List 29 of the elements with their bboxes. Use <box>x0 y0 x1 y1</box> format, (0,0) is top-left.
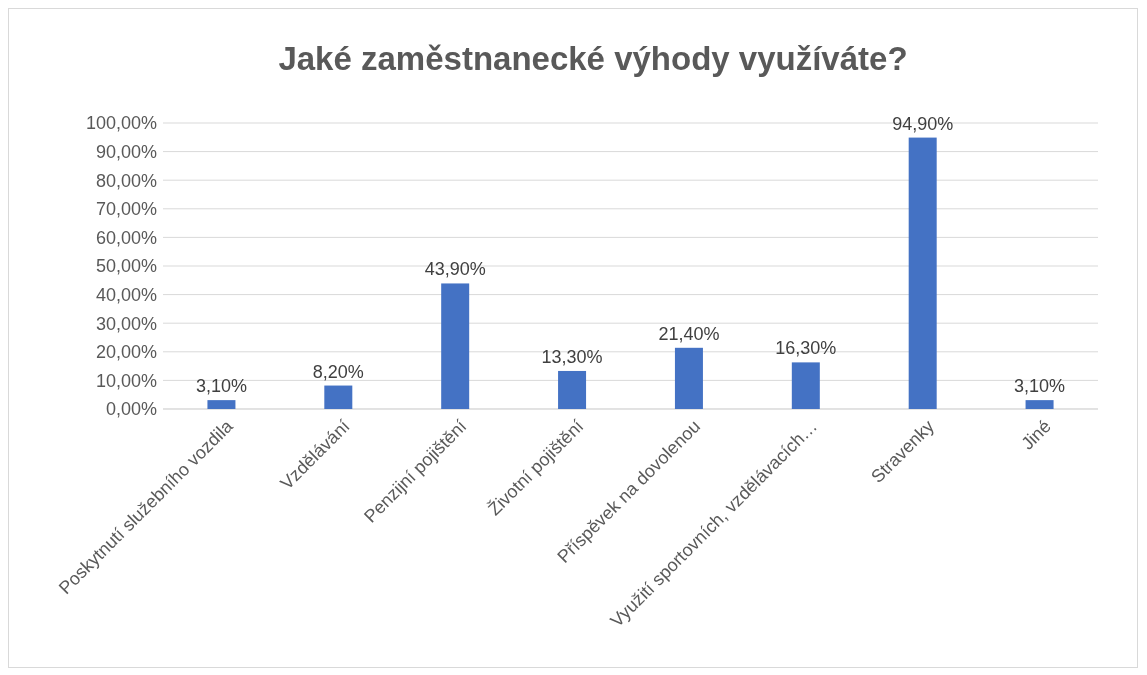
bar <box>558 370 587 409</box>
bar <box>324 385 353 409</box>
y-tick-label: 60,00% <box>95 227 157 248</box>
bar <box>674 347 703 409</box>
y-tick-label: 0,00% <box>105 399 157 420</box>
data-label: 16,30% <box>775 338 837 359</box>
y-tick-label: 20,00% <box>95 342 157 363</box>
y-tick-label: 90,00% <box>95 141 157 162</box>
y-tick-label: 50,00% <box>95 256 157 277</box>
data-label: 13,30% <box>541 346 603 367</box>
bar <box>791 362 820 409</box>
data-label: 43,90% <box>424 259 486 280</box>
y-tick-label: 70,00% <box>95 199 157 220</box>
bar <box>441 283 470 409</box>
data-label: 8,20% <box>312 361 364 382</box>
y-tick-label: 80,00% <box>95 170 157 191</box>
y-tick-label: 30,00% <box>95 313 157 334</box>
data-label: 3,10% <box>1014 376 1066 397</box>
bar <box>1025 400 1054 409</box>
data-label: 21,40% <box>658 323 720 344</box>
y-tick-label: 100,00% <box>85 113 157 134</box>
bar <box>207 400 236 409</box>
data-label: 94,90% <box>892 113 954 134</box>
y-tick-label: 40,00% <box>95 284 157 305</box>
data-label: 3,10% <box>195 376 247 397</box>
y-tick-label: 10,00% <box>95 370 157 391</box>
x-tick-label: Jiné <box>1017 416 1055 454</box>
bar <box>908 137 937 409</box>
chart-title: Jaké zaměstnanecké výhody využíváte? <box>278 40 908 77</box>
